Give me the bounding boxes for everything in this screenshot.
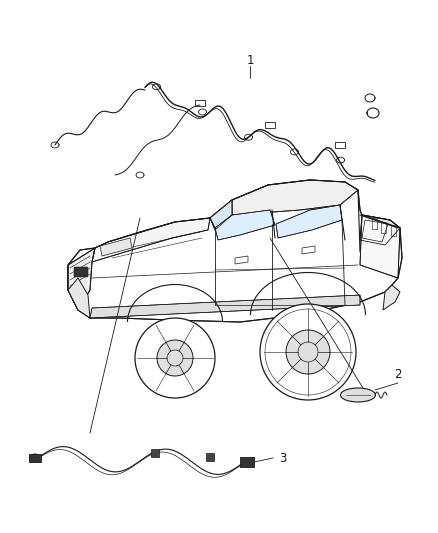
Circle shape: [135, 318, 215, 398]
Polygon shape: [68, 248, 95, 310]
Polygon shape: [383, 285, 400, 310]
Polygon shape: [276, 205, 342, 238]
Bar: [29, 454, 41, 462]
Polygon shape: [68, 180, 402, 322]
Text: 1: 1: [246, 53, 254, 67]
Ellipse shape: [340, 388, 375, 402]
Polygon shape: [215, 210, 275, 240]
FancyBboxPatch shape: [74, 267, 88, 277]
Circle shape: [260, 304, 356, 400]
Text: 3: 3: [279, 451, 287, 464]
Polygon shape: [360, 215, 400, 278]
Polygon shape: [360, 215, 400, 245]
Polygon shape: [232, 180, 358, 215]
Polygon shape: [210, 200, 232, 230]
Polygon shape: [100, 238, 132, 256]
Polygon shape: [92, 218, 210, 262]
Polygon shape: [68, 278, 90, 318]
Text: 2: 2: [394, 368, 402, 382]
Circle shape: [286, 330, 330, 374]
Bar: [265, 122, 275, 128]
Bar: [195, 100, 205, 106]
Bar: [206, 453, 214, 461]
Bar: [335, 142, 345, 148]
Circle shape: [157, 340, 193, 376]
Polygon shape: [90, 295, 360, 318]
Bar: [240, 457, 254, 467]
Bar: [151, 449, 159, 457]
